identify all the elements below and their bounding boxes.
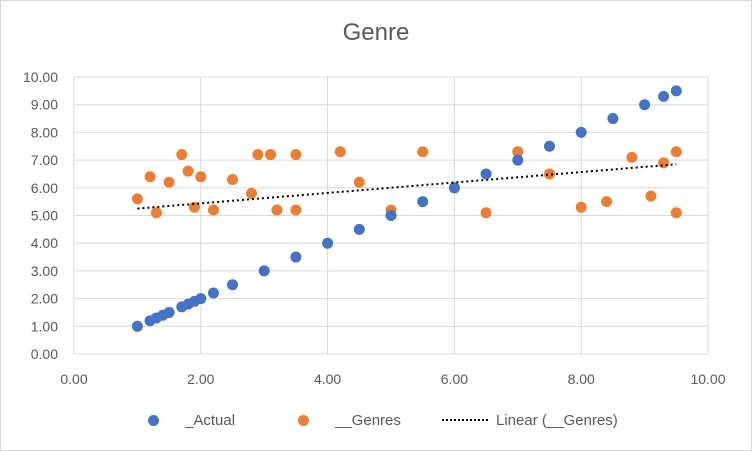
y-tick-label: 2.00 xyxy=(31,291,58,307)
genres-point xyxy=(575,201,587,213)
y-tick-label: 5.00 xyxy=(31,208,58,224)
x-tick-label: 10.00 xyxy=(690,371,725,387)
actual-point xyxy=(658,90,670,102)
x-tick-label: 4.00 xyxy=(314,371,341,387)
actual-point xyxy=(353,223,365,235)
genres-point xyxy=(626,151,638,163)
y-tick-label: 4.00 xyxy=(31,235,58,251)
genres-point xyxy=(353,176,365,188)
actual-point xyxy=(290,251,302,263)
actual-point xyxy=(207,287,219,299)
actual-point xyxy=(544,140,555,152)
genres-point xyxy=(480,207,492,219)
genres-point xyxy=(195,171,207,183)
legend-marker-genres xyxy=(298,414,309,426)
x-tick-label: 0.00 xyxy=(60,371,87,387)
tick-labels: 0.00 1.00 2.00 3.00 4.00 5.00 6.00 7.00 8.00 9.00… xyxy=(23,69,726,387)
actual-point xyxy=(322,237,334,249)
genres-point xyxy=(290,149,302,161)
y-tick-label: 3.00 xyxy=(31,263,58,279)
genres-point xyxy=(645,190,657,202)
series-genres xyxy=(131,146,682,219)
genres-point xyxy=(176,149,188,161)
legend-item-genres: __Genres xyxy=(298,408,401,432)
legend: _Actual __Genres Linear (__Genres) xyxy=(0,408,752,432)
genres-point xyxy=(246,187,258,199)
genres-point xyxy=(334,146,346,158)
actual-point xyxy=(512,154,524,166)
legend-label-actual: _Actual xyxy=(185,411,236,429)
legend-marker-actual xyxy=(148,414,159,426)
actual-point xyxy=(607,113,619,125)
genres-point xyxy=(670,207,682,219)
genres-point xyxy=(252,149,264,161)
actual-point xyxy=(227,279,238,291)
genres-point xyxy=(512,146,524,158)
genres-point xyxy=(271,204,283,216)
genres-point xyxy=(150,207,162,219)
series-actual xyxy=(131,85,682,332)
genres-point xyxy=(182,165,194,177)
x-tick-label: 6.00 xyxy=(441,371,468,387)
actual-point xyxy=(131,320,143,332)
genres-point xyxy=(131,193,143,205)
y-tick-label: 1.00 xyxy=(31,318,58,334)
actual-point xyxy=(575,126,587,138)
genres-point xyxy=(670,146,682,158)
genres-point xyxy=(290,204,302,216)
y-tick-label: 9.00 xyxy=(31,97,58,113)
series-trendline xyxy=(137,163,677,210)
genres-point xyxy=(188,201,200,213)
legend-label-trend: Linear (__Genres) xyxy=(496,411,618,429)
y-tick-label: 8.00 xyxy=(31,124,58,140)
actual-point xyxy=(385,210,397,221)
actual-point xyxy=(448,182,460,194)
genres-point xyxy=(417,146,429,158)
actual-point xyxy=(670,85,682,97)
y-tick-label: 7.00 xyxy=(31,152,58,168)
legend-label-genres: __Genres xyxy=(335,411,401,429)
y-tick-label: 0.00 xyxy=(31,346,58,362)
actual-point xyxy=(480,168,492,180)
actual-point xyxy=(417,196,429,208)
actual-point xyxy=(195,293,207,305)
genres-point xyxy=(227,173,238,185)
genres-point xyxy=(601,196,613,208)
genres-point xyxy=(207,204,219,216)
trendline xyxy=(137,163,677,210)
x-tick-label: 2.00 xyxy=(187,371,214,387)
legend-marker-trend xyxy=(442,419,488,421)
genres-point xyxy=(265,149,277,161)
chart-title: Genre xyxy=(342,19,410,46)
actual-point xyxy=(639,99,651,111)
legend-item-trend: Linear (__Genres) xyxy=(442,408,618,432)
genres-point xyxy=(658,157,670,169)
actual-point xyxy=(258,265,270,277)
y-tick-label: 6.00 xyxy=(31,180,58,196)
x-tick-label: 8.00 xyxy=(568,371,595,387)
genres-point xyxy=(144,171,156,183)
legend-item-actual: _Actual xyxy=(148,408,235,432)
y-tick-label: 10.00 xyxy=(23,69,58,85)
genres-point xyxy=(544,168,555,180)
actual-point xyxy=(163,306,175,318)
genres-point xyxy=(163,176,175,188)
